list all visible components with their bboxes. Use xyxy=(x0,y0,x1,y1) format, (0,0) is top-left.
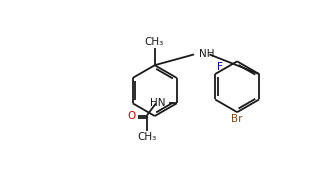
Text: Br: Br xyxy=(231,114,243,125)
Text: O: O xyxy=(128,111,136,121)
Text: HN: HN xyxy=(150,98,166,108)
Text: CH₃: CH₃ xyxy=(144,38,164,47)
Text: NH: NH xyxy=(199,49,214,59)
Text: F: F xyxy=(218,62,223,72)
Text: CH₃: CH₃ xyxy=(137,132,156,142)
